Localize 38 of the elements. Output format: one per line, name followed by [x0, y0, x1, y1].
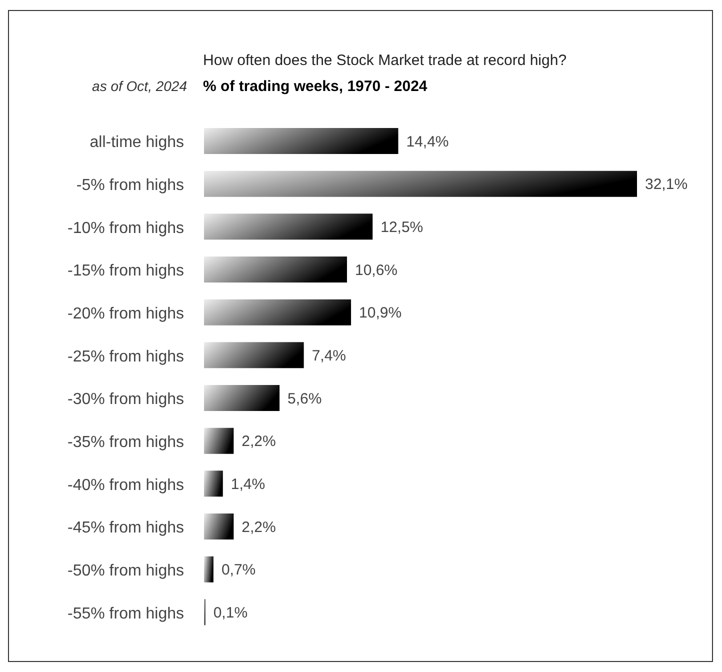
bar: [204, 170, 637, 197]
y-tick-label: -5% from highs: [76, 176, 184, 194]
y-tick-label: -50% from highs: [68, 562, 184, 580]
y-tick-label: -55% from highs: [68, 605, 184, 622]
bar: [204, 428, 234, 454]
data-label: 14,4%: [406, 133, 449, 150]
chart-subtitle: % of trading weeks, 1970 - 2024: [203, 78, 428, 95]
bar: [204, 256, 347, 282]
bar: [204, 299, 352, 326]
bar: [204, 214, 373, 240]
y-tick-label: -15% from highs: [68, 262, 184, 280]
data-label: 10,6%: [354, 262, 398, 279]
y-tick-label: -30% from highs: [68, 391, 184, 408]
data-label: 2,2%: [242, 433, 276, 450]
y-tick-label: all-time highs: [90, 134, 184, 152]
data-label: 2,2%: [242, 518, 276, 536]
bar: [204, 128, 398, 154]
y-tick-label: -10% from highs: [68, 220, 184, 237]
bar: [204, 385, 280, 411]
data-label: 10,9%: [359, 304, 402, 322]
y-tick-label: -25% from highs: [68, 348, 184, 366]
y-tick-label: -40% from highs: [68, 476, 184, 494]
data-label: 12,5%: [380, 218, 424, 236]
bar: [204, 514, 234, 540]
data-label: 0,1%: [213, 604, 248, 622]
data-label: 5,6%: [288, 390, 322, 408]
data-label: 32,1%: [645, 176, 688, 194]
bar: [204, 470, 223, 497]
text: as of Oct, 2024: [92, 78, 187, 94]
y-tick-label: -45% from highs: [68, 520, 184, 537]
data-label: 7,4%: [312, 347, 346, 364]
data-label: 1,4%: [230, 476, 266, 493]
y-tick-label: -20% from highs: [68, 305, 184, 322]
bar: [204, 342, 304, 368]
bar: [204, 556, 214, 582]
chart-title: How often does the Stock Market trade at record high?: [203, 52, 567, 69]
data-label: 0,7%: [221, 562, 256, 579]
y-tick-label: -35% from highs: [68, 434, 184, 451]
